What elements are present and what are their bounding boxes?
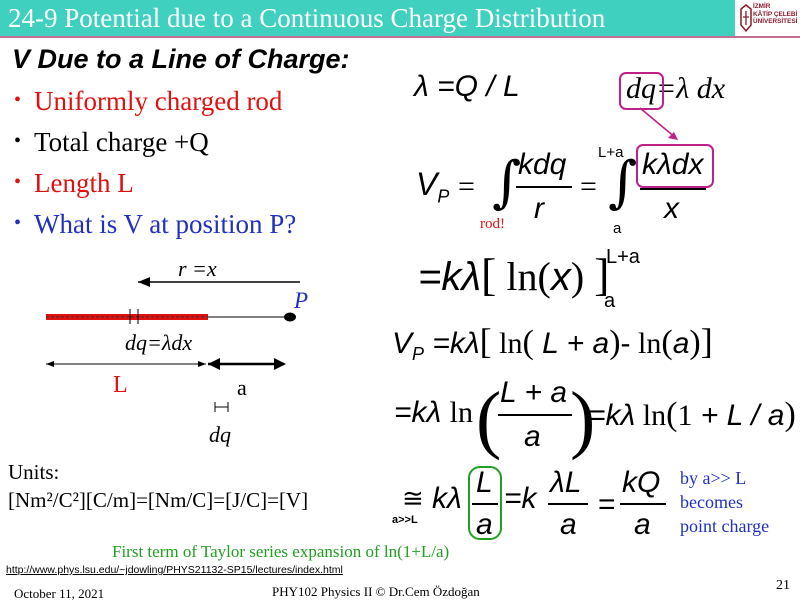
equals-sign: = [458,170,475,203]
log-one-plus: =kλ ln(1 + L / a) [588,396,796,433]
fraction-bar [620,503,666,505]
bullet-item: • Length L [14,168,134,198]
kdq-numerator: kdq [518,148,567,181]
fraction-bar [472,503,498,505]
p-label: P [294,288,309,313]
slide-subtitle: V Due to a Line of Charge: [12,44,350,74]
integral-sign: ∫ [492,150,522,215]
r-denominator: r [534,192,544,225]
x-denominator: x [664,192,679,225]
fraction-bar [548,503,588,505]
source-link[interactable]: http://www.phys.lsu.edu/~jdowling/PHYS21… [6,564,343,576]
upper-limit: L+a [606,246,640,268]
approx-condition: a>>L [392,514,418,526]
lambda-definition: λ =Q / L [414,70,520,103]
klambda-dx-box [636,144,714,188]
a-denominator: a [524,420,541,453]
l-numerator: L [476,466,493,499]
line-charge-diagram [46,277,300,412]
footer-course: PHY102 Physics II © Dr.Cem Özdoğan [272,584,480,599]
rod-label: rod! [480,216,505,232]
l-label: L [113,372,128,398]
dq-small-label: dq [209,422,231,447]
lambda-l-numerator: λL [550,466,582,499]
klambda-dx: kλdx [642,148,704,181]
page-title: 24-9 Potential due to a Continuous Charg… [8,3,606,33]
university-logo [737,0,800,36]
taylor-note: First term of Taylor series expansion of… [112,542,450,561]
lower-limit: a [604,290,616,312]
units-label: Units: [8,460,60,484]
footer-date: October 11, 2021 [14,586,105,601]
point-charge-note: by a>> L becomes point charge [680,468,770,536]
upper-limit: L+a [598,144,624,161]
substitution-arrow [639,107,678,140]
bullet-item: • Uniformly charged rod [14,86,283,116]
dq-label: dq=λdx [125,330,193,355]
log-quotient-prefix: =kλ ln [394,396,473,429]
units-line: [Nm²/C²][C/m]=[Nm/C]=[J/C]=[V] [8,488,309,512]
equals-sign: = [598,488,616,521]
klambda: kλ [432,482,462,515]
ln-evaluation: =kλ[ ln(x) ] [418,249,610,300]
logo-text: İZMİR KÂTİP ÇELEBİ ÜNİVERSİTESİ [753,3,798,26]
bullet-item: • Total charge +Q [14,127,209,157]
dq-definition: dq=λ dx [626,72,726,105]
equals-sign: = [580,170,597,203]
r-label: r =x [178,256,217,281]
fraction-bar [498,414,572,416]
equals-k: =k [504,482,537,515]
fraction-bar [516,186,572,188]
approx-sign: ≅ [402,484,424,513]
left-paren: ( [476,377,502,461]
a-denominator: a [560,508,577,541]
fraction-bar [640,188,706,190]
a-denominator: a [476,508,493,541]
bullet-item: • What is V at position P? [14,209,297,239]
lower-limit: a [613,220,622,237]
title-bar [0,0,735,36]
kq-numerator: kQ [622,466,661,499]
title-divider [0,36,800,38]
a-label: a [237,375,247,400]
lpa-numerator: L + a [500,376,568,409]
vp-ln-difference: VP =kλ[ ln( L + a)- ln(a)] [392,321,713,364]
integral-sign: ∫ [608,150,638,215]
a-denominator: a [634,508,651,541]
first-term-highlight [468,466,502,540]
vp-symbol: VP [416,166,450,207]
page-number: 21 [776,578,790,593]
right-paren: ) [570,377,596,461]
